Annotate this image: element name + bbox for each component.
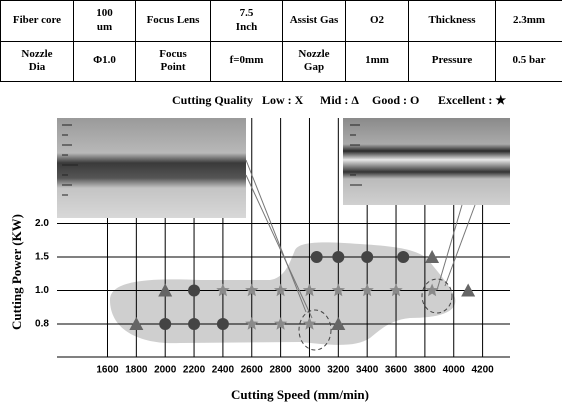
x-tick-label: 2800 [269, 365, 292, 376]
point [311, 251, 323, 263]
x-tick-label: 3000 [298, 365, 321, 376]
page: Fiber core100 umFocus Lens7.5 InchAssist… [0, 0, 562, 408]
x-tick-label: 2200 [183, 365, 206, 376]
legend-entry: Low : X [262, 93, 304, 107]
legend-entry: Good : O [372, 93, 419, 107]
y-tick-label: 1.5 [35, 252, 49, 263]
legend-entry: Mid : Δ [320, 93, 359, 107]
x-tick-label: 3400 [356, 365, 379, 376]
x-tick-label: 4000 [443, 365, 466, 376]
point [188, 285, 200, 297]
legend-title: Cutting Quality [172, 93, 253, 107]
chart: Cutting Quality Cutting Speed (mm/min) C… [0, 0, 562, 408]
cut-photo-left [57, 118, 246, 218]
x-tick-label: 2600 [241, 365, 264, 376]
x-axis-label: Cutting Speed (mm/min) [231, 387, 369, 402]
y-tick-label: 0.8 [35, 319, 49, 330]
x-tick-label: 3200 [327, 365, 350, 376]
y-tick-label: 1.0 [35, 285, 49, 296]
point [397, 251, 409, 263]
x-tick-label: 4200 [471, 365, 494, 376]
x-tick-label: 3600 [385, 365, 408, 376]
x-tick-label: 2000 [154, 365, 177, 376]
cut-photo-right [343, 118, 510, 205]
legend-entry: Excellent : ★ [438, 93, 506, 107]
x-tick-label: 2400 [212, 365, 235, 376]
point [188, 318, 200, 330]
point [361, 251, 373, 263]
point [217, 318, 229, 330]
x-tick-label: 3800 [414, 365, 437, 376]
x-tick-label: 1600 [96, 365, 119, 376]
point [159, 318, 171, 330]
point [332, 251, 344, 263]
x-tick-label: 1800 [125, 365, 148, 376]
y-tick-label: 2.0 [35, 218, 49, 229]
y-axis-label: Cutting Power (KW) [9, 214, 24, 330]
